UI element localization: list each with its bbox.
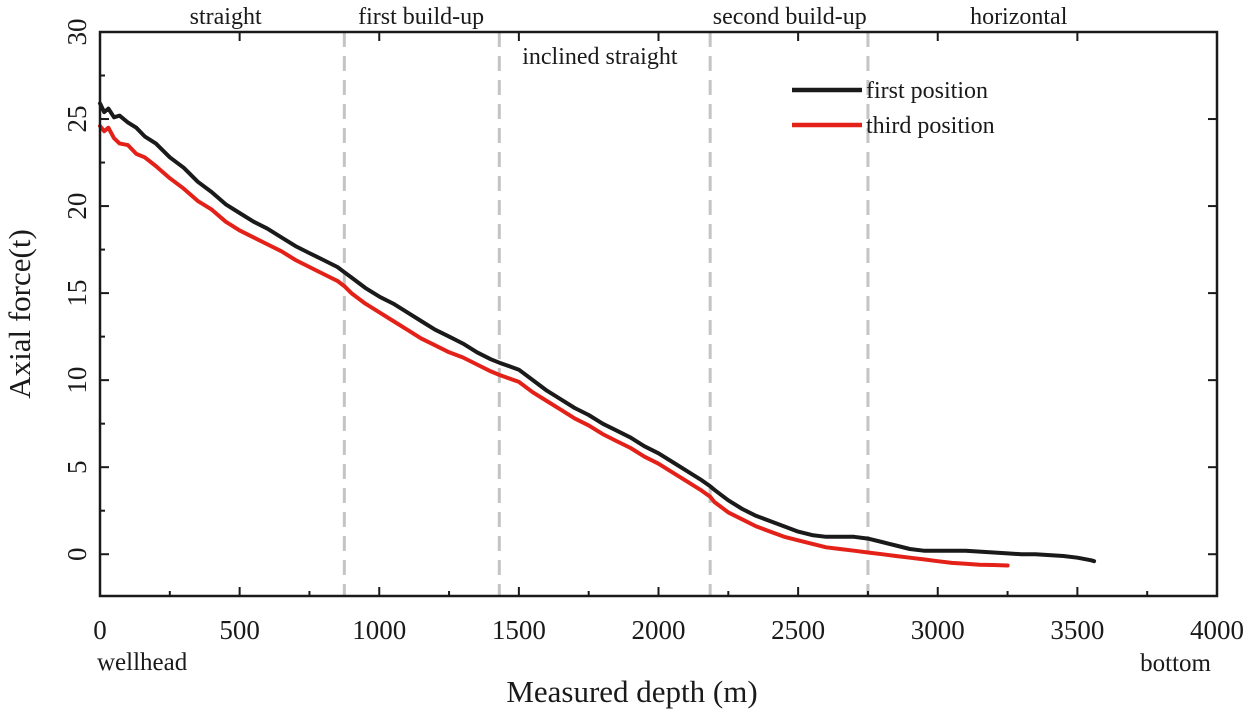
legend: first position third position — [792, 78, 995, 139]
x-tick-label-1000: 1000 — [352, 615, 406, 645]
y-axis-title: Axial force(t) — [2, 229, 37, 399]
y-tick-label-5: 5 — [62, 460, 92, 474]
y-tick-label-30: 30 — [62, 19, 92, 46]
section-label-inclined-straight: inclined straight — [522, 44, 678, 70]
section-label-horizontal: horizontal — [970, 4, 1068, 30]
y-tick-label-20: 20 — [62, 193, 92, 220]
legend-label-first-position: first position — [866, 78, 988, 104]
section-label-first-build-up: first build-up — [358, 4, 484, 30]
series-line-third-position — [98, 124, 1010, 568]
y-axis-ticks: 0 5 10 15 20 25 30 — [62, 19, 1217, 561]
x-tick-label-2000: 2000 — [632, 615, 686, 645]
series-lines — [98, 101, 1097, 568]
x-start-label: wellhead — [97, 649, 188, 676]
x-tick-label-2500: 2500 — [771, 615, 825, 645]
x-tick-label-1500: 1500 — [492, 615, 546, 645]
series-line-first-position — [98, 101, 1097, 564]
section-labels: straight first build-up inclined straight s… — [190, 4, 1068, 70]
x-axis-title: Measured depth (m) — [506, 674, 757, 709]
x-end-label: bottom — [1140, 650, 1211, 677]
section-boundaries — [342, 32, 870, 596]
x-tick-label-4000: 4000 — [1190, 615, 1244, 645]
x-axis-ticks: 0 500 1000 1500 2000 2500 3000 3500 4000 — [93, 32, 1244, 645]
plot-frame — [98, 30, 1219, 598]
x-tick-label-3000: 3000 — [911, 615, 965, 645]
y-tick-label-10: 10 — [62, 367, 92, 394]
y-tick-label-0: 0 — [62, 547, 92, 561]
section-label-straight: straight — [190, 4, 262, 30]
x-tick-label-3500: 3500 — [1050, 615, 1104, 645]
y-tick-label-15: 15 — [62, 280, 92, 307]
legend-label-third-position: third position — [866, 113, 995, 139]
x-tick-label-0: 0 — [93, 615, 107, 645]
section-label-second-build-up: second build-up — [713, 4, 867, 30]
y-tick-label-25: 25 — [62, 106, 92, 133]
x-tick-label-500: 500 — [219, 615, 260, 645]
